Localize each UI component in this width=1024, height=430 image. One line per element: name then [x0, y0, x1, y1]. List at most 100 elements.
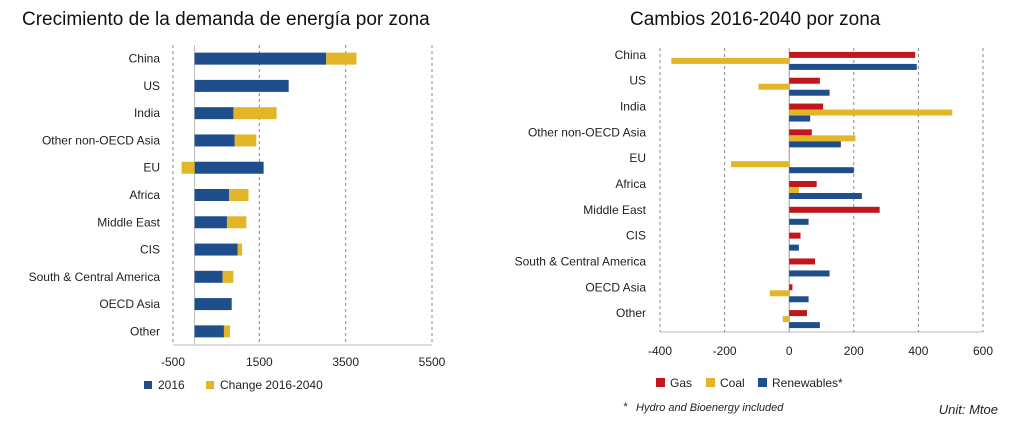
bar-renewables-oecd-asia [789, 296, 809, 303]
bar-renewables-eu [789, 167, 854, 174]
bar-gas-south-central-america [789, 258, 816, 265]
bar-gas-other-non-oecd-asia [789, 129, 812, 136]
left-category-oecd-asia: OECD Asia [99, 297, 160, 311]
bar-coal-eu [731, 161, 790, 168]
bar-coal-other-non-oecd-asia [789, 135, 856, 142]
bar-gas-china [789, 51, 916, 58]
right-category-middle-east: Middle East [583, 203, 646, 217]
right-category-south-central-america: South & Central America [515, 254, 647, 268]
bar-gas-other [789, 310, 807, 317]
right-category-other-non-oecd-asia: Other non-OECD Asia [528, 125, 646, 139]
bar-gas-us [789, 77, 820, 84]
bar-change-middle-east [226, 216, 247, 229]
right-tick-labels: -400 -200 0 200 400 600 [648, 344, 993, 358]
left-category-other: Other [130, 324, 160, 338]
bar-coal-other [782, 316, 790, 323]
bar-change-india [233, 107, 277, 120]
right-tick-label: 0 [786, 344, 793, 358]
bar-2016-eu [194, 161, 264, 174]
bar-renewables-africa [789, 193, 862, 199]
bar-gas-africa [789, 181, 817, 187]
left-category-africa: Africa [129, 188, 160, 202]
right-category-china: China [615, 48, 647, 62]
bar-change-eu [181, 161, 195, 174]
legend-swatch-coal [706, 378, 715, 387]
legend-swatch-change [206, 381, 214, 389]
left-category-labels: China US India Other non-OECD Asia EU Africa M… [29, 52, 161, 339]
legend-swatch-gas [656, 378, 665, 387]
bar-2016-other [194, 325, 224, 338]
bar-coal-africa [789, 187, 799, 193]
right-category-india: India [620, 100, 646, 114]
bar-gas-cis [789, 232, 801, 239]
left-category-us: US [143, 79, 160, 93]
right-legend: Gas Coal Renewables* [656, 376, 843, 390]
right-chart: Cambios 2016-2040 por zona China US India O… [515, 9, 998, 417]
bar-change-other-non-oecd-asia [234, 134, 257, 147]
legend-label-renewables: Renewables* [772, 376, 843, 390]
left-category-middle-east: Middle East [97, 215, 160, 229]
left-tick-label: 1500 [246, 355, 273, 369]
bar-change-cis [237, 243, 243, 256]
bar-2016-south-central-america [194, 270, 223, 283]
left-grid [172, 45, 433, 346]
left-category-india: India [134, 106, 160, 120]
right-category-other: Other [616, 306, 646, 320]
bar-2016-oecd-asia [194, 298, 232, 311]
right-category-us: US [629, 74, 646, 88]
bar-2016-us [194, 79, 289, 92]
bar-change-china [326, 52, 357, 65]
bar-renewables-south-central-america [789, 270, 830, 277]
left-category-other-non-oecd-asia: Other non-OECD Asia [42, 133, 160, 147]
bar-change-africa [229, 189, 249, 201]
bar-renewables-china [789, 63, 917, 70]
left-legend: 2016 Change 2016-2040 [144, 378, 323, 392]
bar-coal-oecd-asia [769, 290, 790, 297]
right-category-labels: China US India Other non-OECD Asia EU Africa M… [515, 48, 647, 320]
right-category-cis: CIS [626, 229, 646, 243]
bar-gas-oecd-asia [789, 284, 793, 291]
bar-coal-india [789, 109, 953, 116]
footnote-mark: * [623, 401, 628, 413]
bar-change-south-central-america [222, 270, 234, 283]
bar-change-other [223, 325, 230, 338]
bar-renewables-india [789, 115, 811, 122]
bar-2016-china [194, 52, 327, 65]
left-tick-labels: -500 1500 3500 5500 [161, 355, 446, 369]
bar-2016-africa [194, 189, 230, 201]
legend-label-change: Change 2016-2040 [220, 378, 323, 392]
right-tick-label: 600 [973, 344, 993, 358]
bar-renewables-cis [789, 244, 799, 251]
left-chart-title: Crecimiento de la demanda de energía por… [22, 9, 430, 30]
bar-2016-other-non-oecd-asia [194, 134, 235, 147]
bar-2016-cis [194, 243, 238, 256]
left-tick-label: 3500 [332, 355, 359, 369]
bar-2016-india [194, 107, 234, 120]
left-bars [181, 52, 357, 338]
right-tick-label: -400 [648, 344, 672, 358]
footnote-text: Hydro and Bioenergy included [636, 402, 784, 414]
left-category-cis: CIS [140, 243, 160, 257]
right-category-africa: Africa [615, 177, 646, 191]
bar-gas-middle-east [789, 206, 880, 213]
left-tick-label: 5500 [419, 355, 446, 369]
bar-coal-us [758, 83, 790, 90]
legend-label-2016: 2016 [158, 378, 185, 392]
left-category-china: China [129, 52, 161, 66]
legend-swatch-renewables [758, 378, 767, 387]
left-category-eu: EU [143, 161, 160, 175]
bar-renewables-other [789, 322, 820, 329]
bar-renewables-other-non-oecd-asia [789, 141, 841, 148]
right-chart-title: Cambios 2016-2040 por zona [630, 9, 881, 30]
bar-coal-china [671, 57, 790, 64]
right-bars [671, 51, 953, 329]
bar-renewables-us [789, 89, 830, 96]
right-tick-label: -200 [713, 344, 737, 358]
left-chart: Crecimiento de la demanda de energía por… [22, 9, 446, 392]
bar-gas-india [789, 103, 824, 110]
right-tick-label: 400 [908, 344, 928, 358]
right-category-eu: EU [629, 151, 646, 165]
right-category-oecd-asia: OECD Asia [585, 280, 646, 294]
legend-swatch-2016 [144, 381, 152, 389]
